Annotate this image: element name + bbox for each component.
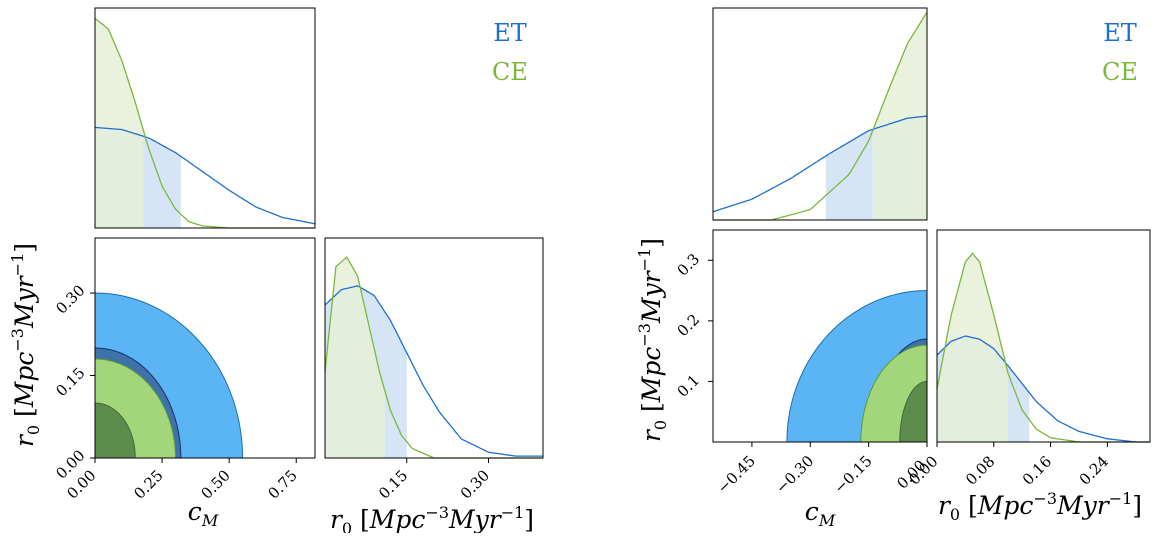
contour-frame-right: [712, 229, 928, 443]
x-tick-r0-0.15: 0.15: [375, 466, 411, 502]
x-tick-cM-−0.45: −0.45: [714, 452, 759, 497]
marginal-r0-frame-right: [936, 229, 1151, 443]
y-tick-r0-0.3: 0.3: [674, 250, 704, 280]
x-tick-cM-0.25: 0.25: [130, 466, 166, 502]
posterior-line-et: [712, 115, 928, 213]
ce-68-contour: [94, 402, 136, 459]
x-tick-r0-0.30: 0.30: [457, 466, 493, 502]
x-axis-label-r0-right: r0 [Mpc−3Myr−1]: [938, 489, 1142, 524]
x-tick-r0-0.24: 0.24: [1076, 452, 1112, 488]
corner-plot-left: ET CE 0.00 0.25 0.50 0.750.000.150.300.15 0.…: [8, 7, 544, 538]
corner-plot-right: ET CE −0.45 −0.30 −0.15 0.000.10.20.30.00 0.…: [635, 7, 1151, 530]
x-tick-cM-0.75: 0.75: [265, 466, 301, 502]
contour-panel-right: [786, 290, 928, 443]
y-tick-r0-0.1: 0.1: [674, 371, 704, 401]
x-tick-cM-−0.30: −0.30: [772, 452, 817, 497]
x-axis-label-cM-right: cM: [805, 497, 836, 530]
x-tick-r0-0.08: 0.08: [962, 452, 998, 488]
x-tick-cM-−0.15: −0.15: [830, 452, 875, 497]
x-axis-label-r0-left: r0 [Mpc−3Myr−1]: [330, 503, 534, 533]
marginal-cM-panel-left: [94, 17, 316, 229]
y-axis-label-r0-left: r0 [Mpc−3Myr−1]: [8, 243, 43, 447]
credible-region-ce: [325, 257, 385, 458]
legend-et-left: ET: [493, 19, 527, 47]
legend-et-right: ET: [1103, 19, 1137, 47]
y-tick-r0-0.15: 0.15: [52, 364, 88, 400]
posterior-line-et: [324, 285, 543, 457]
posterior-line-et: [936, 335, 1150, 443]
marginal-r0-frame-left: [324, 237, 544, 459]
posterior-line-et: [94, 126, 316, 225]
legend-ce-left: CE: [492, 58, 528, 86]
x-tick-cM-0.50: 0.50: [197, 466, 233, 502]
y-tick-r0-0.2: 0.2: [674, 311, 704, 341]
contour-panel-left: [94, 292, 244, 459]
contour-frame-left: [94, 237, 316, 459]
y-tick-r0-0.30: 0.30: [52, 281, 88, 317]
marginal-cM-panel-right: [712, 11, 928, 221]
ce-68-contour: [899, 380, 928, 443]
credible-region-ce: [95, 18, 144, 228]
x-axis-label-cM-left: cM: [188, 497, 219, 530]
legend-ce-right: CE: [1102, 58, 1138, 86]
credible-region-ce: [872, 12, 927, 221]
credible-region-ce: [937, 253, 1008, 442]
marginal-r0-panel-right: [936, 252, 1150, 443]
marginal-cM-frame-right: [712, 7, 928, 221]
x-tick-r0-0.16: 0.16: [1019, 452, 1055, 488]
marginal-cM-frame-left: [94, 7, 316, 229]
marginal-r0-panel-left: [324, 256, 543, 459]
y-axis-label-r0-right: r0 [Mpc−3Myr−1]: [635, 238, 670, 442]
